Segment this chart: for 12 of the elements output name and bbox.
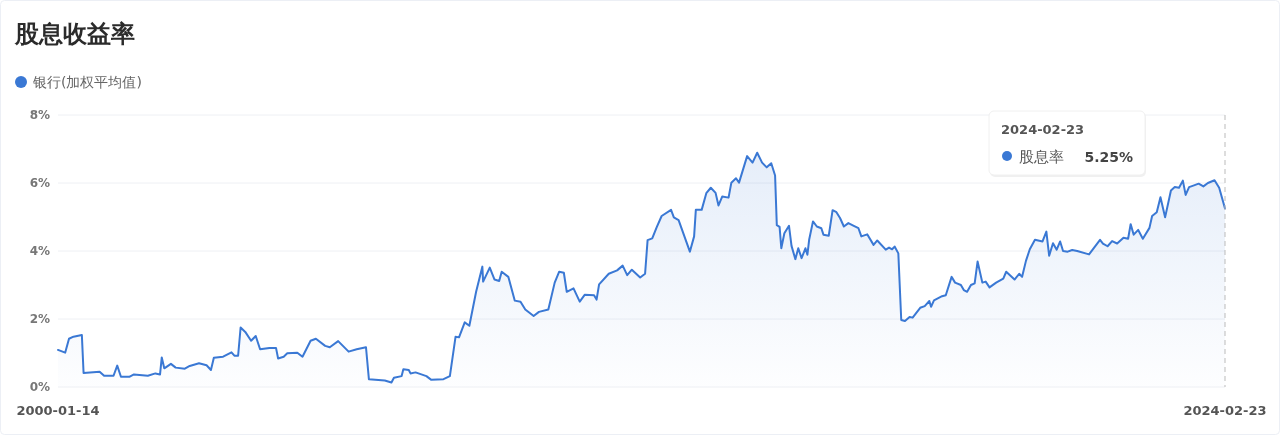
legend-label: 银行(加权平均值): [32, 74, 142, 90]
y-tick-label: 6%: [29, 176, 50, 190]
y-tick-label: 2%: [29, 312, 50, 326]
tooltip: 2024-02-23 股息率 5.25%: [988, 110, 1146, 177]
annotation: 2024-02-23: [1001, 122, 1085, 137]
chart-title: 股息收益率: [14, 20, 135, 48]
y-tick-label: 4%: [29, 244, 50, 258]
annotation: 股息率: [1019, 148, 1064, 166]
y-tick-label: 0%: [29, 380, 50, 394]
annotation: 5.25%: [1084, 149, 1133, 165]
y-tick-label: 8%: [29, 108, 50, 122]
x-tick-label: 2000-01-14: [16, 403, 100, 418]
